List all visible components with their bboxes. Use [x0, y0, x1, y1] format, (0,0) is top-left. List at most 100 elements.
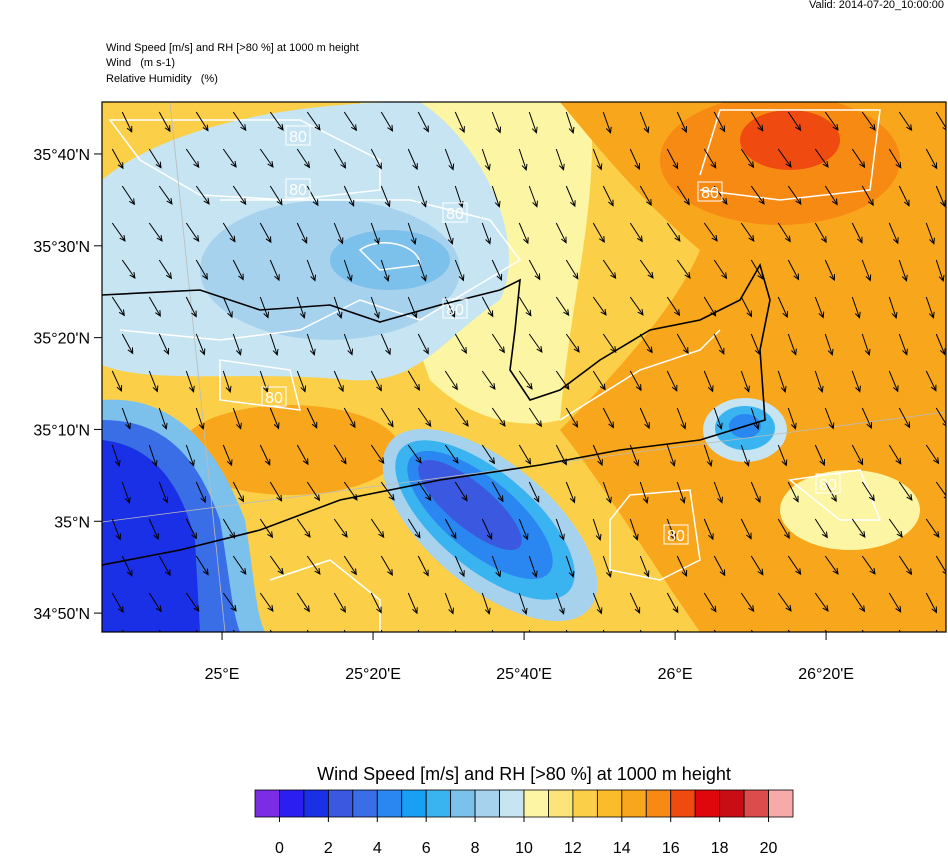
- colorbar-tick-label: 10: [515, 840, 533, 854]
- wind-arrow: [676, 407, 687, 430]
- wind-arrow: [306, 333, 316, 356]
- contour-label: 80: [819, 477, 837, 494]
- wind-arrow: [111, 296, 125, 317]
- wind-arrow: [370, 518, 385, 539]
- wind-arrow: [777, 148, 792, 168]
- colorbar-swatch: [425, 789, 452, 818]
- wind-arrow: [259, 444, 271, 466]
- wind-arrow: [750, 185, 765, 205]
- wind-arrow: [898, 629, 901, 632]
- wind-arrow: [148, 370, 159, 393]
- wind-arrow: [195, 333, 206, 356]
- wind-arrow: [232, 481, 244, 503]
- wind-arrow: [629, 222, 643, 243]
- wind-arrow: [259, 222, 272, 244]
- wind-arrow: [528, 629, 531, 632]
- wind-arrow: [454, 629, 457, 632]
- colorbar-swatch: [645, 789, 672, 818]
- wind-arrow: [491, 481, 504, 503]
- wind-arrow: [296, 222, 308, 244]
- wind-arrow: [555, 370, 570, 391]
- wind-arrow: [676, 555, 688, 577]
- wind-arrow: [232, 333, 242, 356]
- wind-arrow: [740, 444, 750, 467]
- contour-label: 80: [667, 528, 685, 545]
- wind-arrow: [676, 333, 689, 355]
- wind-arrow: [380, 185, 391, 208]
- wind-arrow: [370, 444, 385, 465]
- wind-arrow: [343, 629, 346, 632]
- wind-arrow: [269, 555, 284, 575]
- wind-arrow: [565, 555, 575, 578]
- wind-arrow: [195, 111, 209, 132]
- wind-arrow: [343, 407, 356, 429]
- contour-label: 80: [289, 129, 307, 146]
- wind-arrow: [518, 148, 528, 171]
- wind-arrow: [148, 148, 162, 169]
- wind-arrow: [629, 148, 641, 171]
- wind-arrow: [777, 444, 788, 467]
- wind-arrow: [232, 185, 247, 206]
- wind-arrow: [158, 333, 170, 356]
- wind-arrow: [306, 481, 321, 502]
- wind-arrow: [121, 333, 134, 355]
- wind-arrow: [417, 481, 432, 502]
- wind-arrow: [370, 592, 382, 614]
- wind-arrow: [232, 407, 242, 430]
- wind-arrow: [158, 259, 172, 280]
- wind-arrow: [898, 407, 911, 429]
- wind-arrow: [491, 185, 501, 208]
- wind-arrow: [898, 111, 913, 132]
- contour-label: 80: [289, 182, 307, 199]
- wind-arrow: [925, 518, 940, 539]
- wind-arrow: [343, 481, 358, 501]
- wind-arrow: [555, 444, 567, 466]
- wind-arrow: [417, 629, 420, 632]
- title: Wind Speed [m/s] and RH [>80 %] at 1000 …: [106, 42, 359, 54]
- wind-arrow: [703, 592, 717, 613]
- wind-arrow: [935, 259, 945, 282]
- wind-arrow: [296, 518, 311, 538]
- wind-arrow: [639, 111, 650, 134]
- wind-arrow: [343, 185, 355, 207]
- wind-arrow: [407, 296, 418, 319]
- wind-arrow: [222, 148, 237, 168]
- wind-arrow: [185, 222, 200, 243]
- wind-arrow: [666, 296, 681, 317]
- colorbar-tick-label: 8: [471, 840, 480, 854]
- contour-label-box: [697, 181, 723, 202]
- wind-arrow: [528, 111, 538, 134]
- wind-arrow: [824, 481, 837, 503]
- wind-arrow: [454, 407, 469, 427]
- wind-arrow: [269, 629, 273, 632]
- wind-arrow: [380, 629, 383, 632]
- wind-arrow: [417, 259, 427, 282]
- wind-arrow: [185, 370, 195, 393]
- wind-arrow: [851, 444, 864, 466]
- wind-arrow: [454, 481, 468, 502]
- wind-arrow: [666, 222, 681, 242]
- wind-arrow: [121, 407, 131, 430]
- wind-arrow: [935, 185, 946, 208]
- wind-arrow: [491, 407, 506, 427]
- wind-arrow: [343, 333, 354, 356]
- wind-arrow: [158, 555, 171, 577]
- wind-arrow: [491, 629, 494, 632]
- wind-arrow: [851, 222, 863, 244]
- wind-arrow: [787, 259, 800, 281]
- wind-arrow: [417, 407, 432, 428]
- wind-arrow: [481, 222, 491, 245]
- wind-arrow: [861, 555, 876, 575]
- colorbar-swatch: [303, 789, 329, 818]
- wind-arrow: [444, 222, 454, 245]
- wind-arrow: [861, 481, 875, 502]
- wind-arrow: [592, 370, 606, 391]
- wind-arrow: [296, 370, 307, 393]
- wind-arrow: [121, 555, 133, 577]
- colorbar-swatch: [743, 789, 769, 818]
- contour-label-box: [663, 524, 689, 545]
- wind-arrow: [111, 370, 123, 393]
- wind-arrow: [454, 333, 467, 354]
- colorbar-tick-label: 16: [662, 840, 680, 854]
